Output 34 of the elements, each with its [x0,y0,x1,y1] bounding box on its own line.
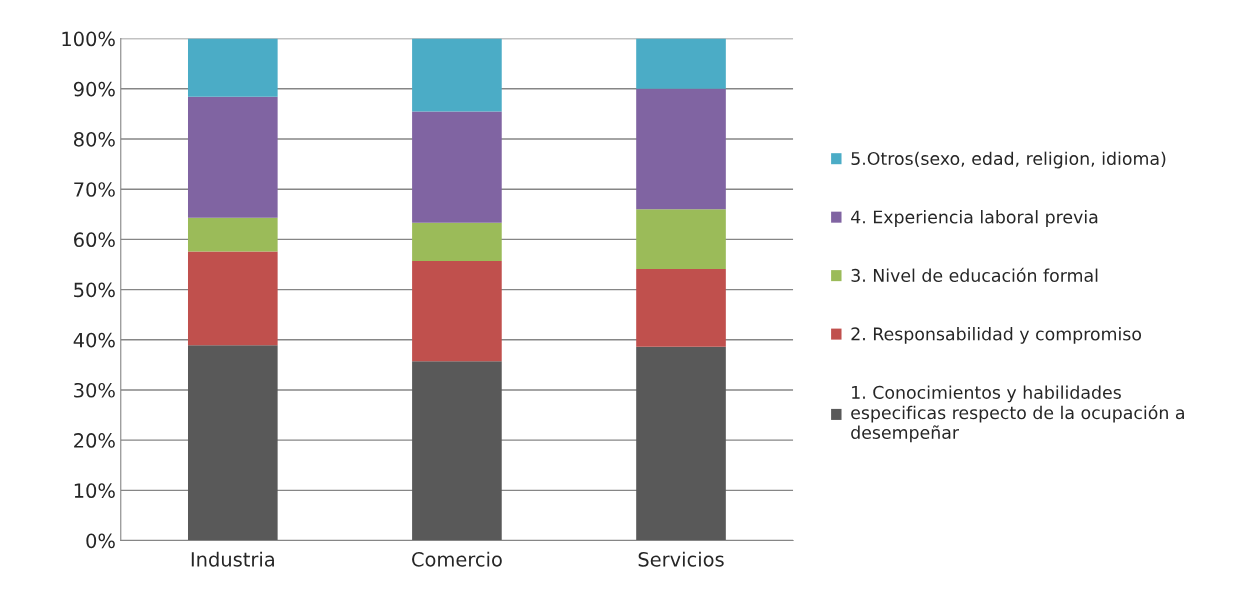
bar [636,38,726,89]
x-tick-label: Servicios [638,551,724,567]
legend-label: 3. Nivel de educación formal [851,267,1098,282]
x-tick-label: Comercio [412,551,502,567]
legend-label: 5.Otros(sexo, edad, religion, idioma) [851,151,1166,169]
bar [187,217,278,252]
y-tick-label: 30% [74,382,115,398]
y-tick-label: 80% [74,131,115,147]
bar [636,346,726,541]
bar [187,38,278,97]
bar [412,222,502,261]
legend-label: 4. Experiencia laboral previa [851,210,1098,227]
y-tick-label: 20% [74,433,115,448]
bar [412,38,502,112]
y-tick-label: 10% [74,483,115,499]
y-tick-label: 60% [74,232,115,248]
bar [636,88,726,210]
y-tick-label: 100% [62,31,115,47]
y-tick-label: 70% [74,182,115,197]
y-tick-label: 90% [73,81,115,97]
bar [187,345,278,541]
bar [412,260,502,362]
bar [412,111,502,223]
legend-label: 1. Conocimientos y habilidades especificas respecto de la ocupación a desempeñar [851,385,1184,443]
bar [187,96,278,218]
legend-label: 2. Responsabilidad y compromiso [851,327,1142,344]
bar [636,269,726,347]
y-tick-label: 40% [73,332,115,348]
bar [187,251,278,346]
y-tick-label: 50% [74,282,115,298]
x-tick-label: Industria [191,551,274,567]
bar [636,209,726,269]
bar [412,361,502,541]
y-tick-label: 0% [86,533,115,549]
